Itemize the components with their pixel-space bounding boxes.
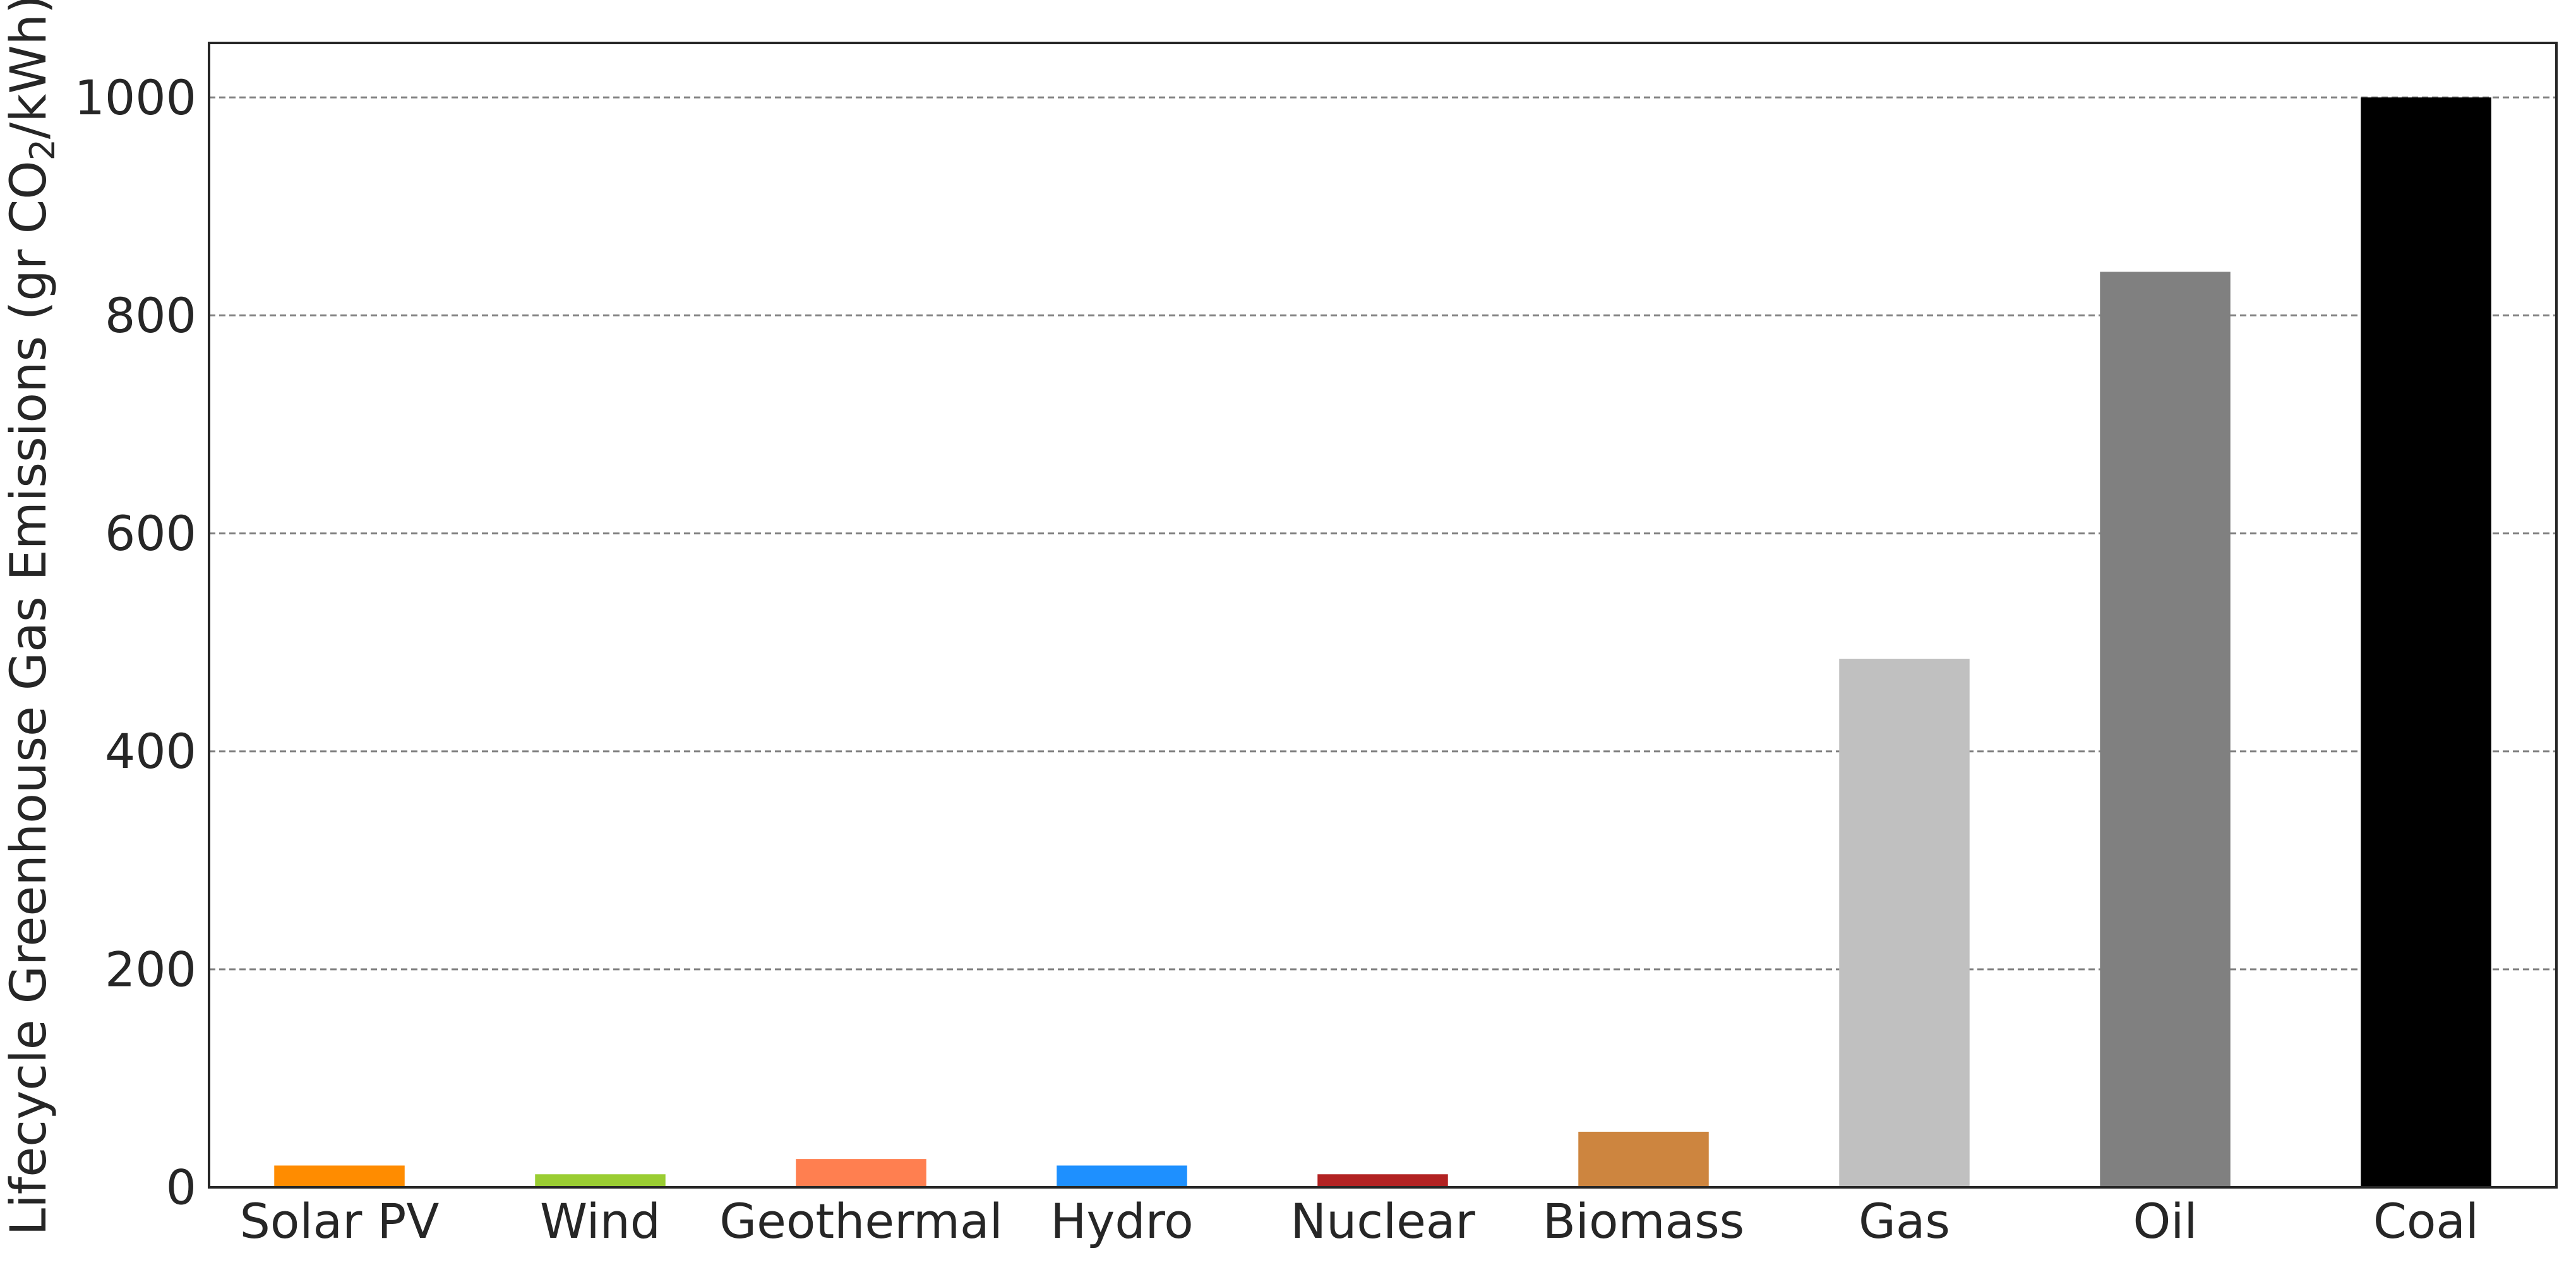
y-tick-label-1000: 1000 [75,69,196,126]
bar-oil [2100,272,2231,1187]
x-tick-label-gas: Gas [1859,1193,1950,1249]
bar-nuclear [1317,1174,1448,1187]
x-tick-label-solar-pv: Solar PV [240,1193,440,1249]
x-tick-label-wind: Wind [540,1193,661,1249]
y-tick-label-200: 200 [105,941,196,997]
x-tick-label-coal: Coal [2373,1193,2479,1249]
bars [274,97,2491,1187]
bar-solar-pv [274,1165,405,1187]
y-tick-label-400: 400 [105,723,196,779]
y-axis-label-suffix: /kWh) [1,0,57,139]
y-axis-label-subscript: 2 [23,139,63,160]
bar-hydro [1057,1165,1187,1187]
x-tick-label-hydro: Hydro [1050,1193,1193,1249]
x-tick-labels: Solar PV Wind Geothermal Hydro Nuclear Biomas… [240,1193,2479,1249]
x-tick-label-nuclear: Nuclear [1290,1193,1475,1249]
x-tick-label-biomass: Biomass [1543,1193,1745,1249]
bar-geothermal [796,1159,926,1187]
bar-biomass [1578,1131,1709,1187]
bar-coal [2361,97,2491,1187]
x-tick-label-geothermal: Geothermal [719,1193,1003,1249]
plot-frame [208,42,2558,1189]
y-tick-label-0: 0 [166,1160,196,1216]
y-tick-label-600: 600 [105,505,196,561]
bar-gas [1839,659,1970,1187]
bar-wind [535,1174,666,1187]
y-tick-labels: 0 200 400 600 800 1000 [75,69,196,1216]
x-tick-label-oil: Oil [2133,1193,2197,1249]
y-axis-label: Lifecycle Greenhouse Gas Emissions (gr C… [1,0,63,1235]
y-tick-label-800: 800 [105,287,196,344]
